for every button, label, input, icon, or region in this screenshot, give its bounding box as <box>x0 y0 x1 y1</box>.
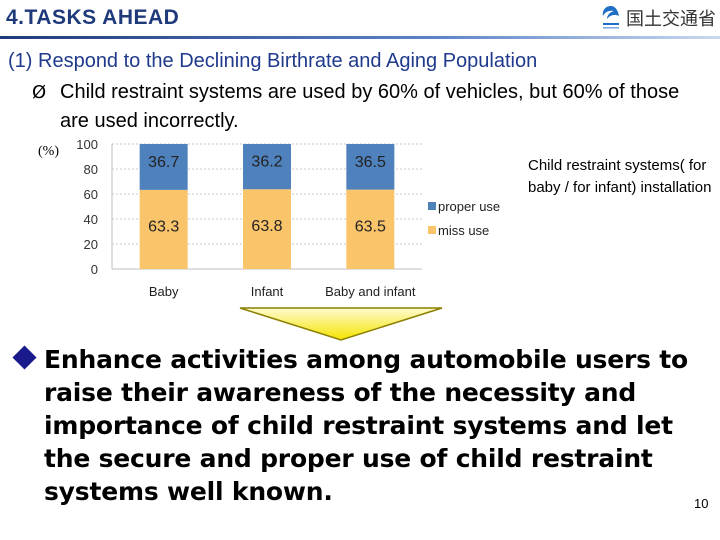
data-label: 36.7 <box>148 154 179 171</box>
legend-label: miss use <box>438 223 489 238</box>
y-tick-label: 40 <box>84 212 98 227</box>
bar-segment-proper-use <box>346 144 395 190</box>
y-tick-label: 100 <box>76 137 98 152</box>
main-message: Enhance activities among automobile user… <box>44 345 689 506</box>
diamond-bullet-icon <box>12 345 37 370</box>
bar-segment-miss-use <box>139 189 188 269</box>
ministry-logo: 国土交通省 <box>600 2 718 32</box>
page-title: 4.TASKS AHEAD <box>6 6 180 29</box>
y-tick-label: 20 <box>84 237 98 252</box>
sub-bullet-text: Child restraint systems are used by 60% … <box>60 81 680 132</box>
x-tick-label: Infant <box>251 284 284 299</box>
bar-segment-miss-use <box>243 189 291 269</box>
down-funnel-arrow <box>239 307 443 341</box>
legend-swatch <box>428 226 436 234</box>
section-heading: (1) Respond to the Declining Birthrate a… <box>8 50 538 72</box>
x-tick-label: Baby and infant <box>325 284 416 299</box>
header-bar: 4.TASKS AHEAD 国土交通省 <box>0 0 720 36</box>
y-tick-label: 0 <box>91 262 98 277</box>
data-label: 63.5 <box>355 218 386 235</box>
stacked-bar-chart: 0 20 40 60 80 100 63.3 36.7 Baby 63.8 36.2 Infant 63… <box>76 137 500 299</box>
page-number: 10 <box>694 496 709 511</box>
legend-label: proper use <box>438 199 500 214</box>
y-tick-label: 80 <box>84 162 98 177</box>
data-label: 36.5 <box>355 154 386 171</box>
chart-side-note: Child restraint systems( for baby / for … <box>528 157 712 196</box>
legend-swatch <box>428 202 436 210</box>
data-label: 63.3 <box>148 218 179 235</box>
x-tick-label: Baby <box>149 284 179 299</box>
data-label: 63.8 <box>251 218 282 235</box>
bar-segment-proper-use <box>243 144 291 190</box>
y-tick-label: 60 <box>84 187 98 202</box>
arrow-bullet-icon: Ø <box>32 82 47 103</box>
header-divider <box>0 36 720 39</box>
bar-segment-miss-use <box>346 189 395 269</box>
mlit-logo-icon <box>602 6 619 29</box>
bar-segment-proper-use <box>139 144 188 190</box>
chart-unit-label: (%) <box>38 144 59 159</box>
data-label: 36.2 <box>251 154 282 171</box>
logo-text: 国土交通省 <box>626 9 716 30</box>
